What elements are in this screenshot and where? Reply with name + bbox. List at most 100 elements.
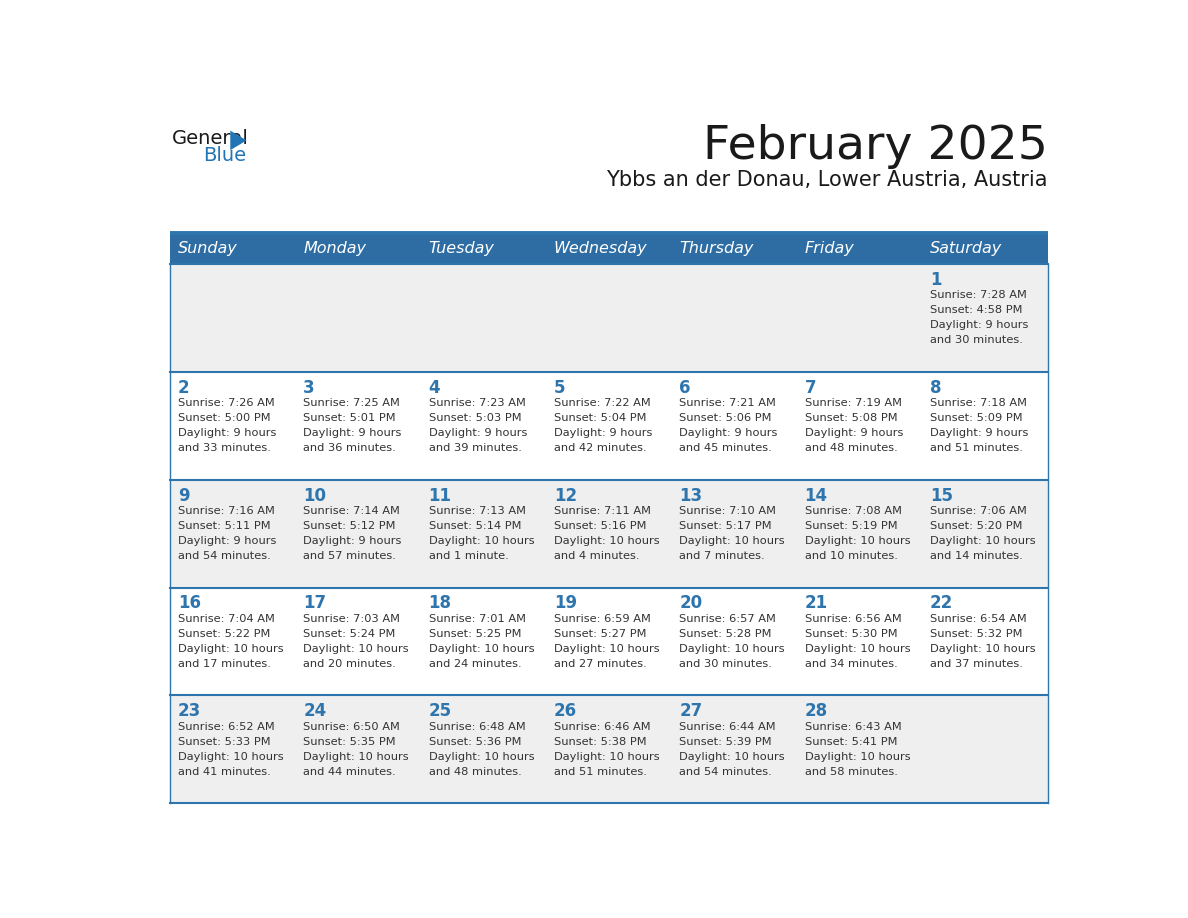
Text: 11: 11: [429, 487, 451, 505]
Text: Sunrise: 7:22 AM: Sunrise: 7:22 AM: [554, 398, 651, 409]
Text: Sunset: 5:03 PM: Sunset: 5:03 PM: [429, 413, 522, 423]
Text: Daylight: 10 hours: Daylight: 10 hours: [930, 644, 1036, 654]
Text: 21: 21: [804, 595, 828, 612]
Text: Daylight: 9 hours: Daylight: 9 hours: [554, 428, 652, 438]
Text: Sunset: 5:27 PM: Sunset: 5:27 PM: [554, 629, 646, 639]
Text: Sunset: 5:06 PM: Sunset: 5:06 PM: [680, 413, 772, 423]
Text: Sunset: 5:12 PM: Sunset: 5:12 PM: [303, 521, 396, 531]
Text: Daylight: 10 hours: Daylight: 10 hours: [554, 752, 659, 762]
Text: 20: 20: [680, 595, 702, 612]
Text: and 27 minutes.: and 27 minutes.: [554, 659, 646, 669]
Bar: [170, 480, 1048, 588]
Text: Sunset: 5:33 PM: Sunset: 5:33 PM: [178, 736, 271, 746]
Text: Daylight: 10 hours: Daylight: 10 hours: [680, 752, 785, 762]
Text: Sunset: 5:09 PM: Sunset: 5:09 PM: [930, 413, 1023, 423]
Text: Sunrise: 7:18 AM: Sunrise: 7:18 AM: [930, 398, 1026, 409]
Text: Daylight: 9 hours: Daylight: 9 hours: [303, 536, 402, 546]
Text: 13: 13: [680, 487, 702, 505]
Text: Sunset: 5:39 PM: Sunset: 5:39 PM: [680, 736, 772, 746]
Text: and 48 minutes.: and 48 minutes.: [429, 767, 522, 777]
Text: Wednesday: Wednesday: [554, 241, 647, 256]
Text: and 41 minutes.: and 41 minutes.: [178, 767, 271, 777]
Text: 19: 19: [554, 595, 577, 612]
Text: and 44 minutes.: and 44 minutes.: [303, 767, 396, 777]
Text: Sunday: Sunday: [178, 241, 238, 256]
Text: and 37 minutes.: and 37 minutes.: [930, 659, 1023, 669]
Text: Sunrise: 6:44 AM: Sunrise: 6:44 AM: [680, 722, 776, 732]
Text: Daylight: 10 hours: Daylight: 10 hours: [680, 644, 785, 654]
Text: Sunset: 5:04 PM: Sunset: 5:04 PM: [554, 413, 646, 423]
Text: Daylight: 9 hours: Daylight: 9 hours: [429, 428, 527, 438]
Text: and 7 minutes.: and 7 minutes.: [680, 551, 765, 561]
Text: and 4 minutes.: and 4 minutes.: [554, 551, 639, 561]
Text: 23: 23: [178, 702, 201, 721]
Text: 3: 3: [303, 379, 315, 397]
Text: Sunrise: 6:57 AM: Sunrise: 6:57 AM: [680, 614, 776, 623]
Text: and 54 minutes.: and 54 minutes.: [178, 551, 271, 561]
Text: Sunrise: 6:54 AM: Sunrise: 6:54 AM: [930, 614, 1026, 623]
Bar: [170, 695, 1048, 803]
Text: Sunrise: 7:06 AM: Sunrise: 7:06 AM: [930, 506, 1026, 516]
Text: Daylight: 10 hours: Daylight: 10 hours: [930, 536, 1036, 546]
Text: 25: 25: [429, 702, 451, 721]
Text: Sunset: 5:28 PM: Sunset: 5:28 PM: [680, 629, 772, 639]
Text: 10: 10: [303, 487, 327, 505]
Text: Sunrise: 7:13 AM: Sunrise: 7:13 AM: [429, 506, 525, 516]
Text: Daylight: 10 hours: Daylight: 10 hours: [680, 536, 785, 546]
Text: Sunset: 5:36 PM: Sunset: 5:36 PM: [429, 736, 522, 746]
Text: Sunset: 5:32 PM: Sunset: 5:32 PM: [930, 629, 1023, 639]
Text: Sunrise: 7:25 AM: Sunrise: 7:25 AM: [303, 398, 400, 409]
Text: Daylight: 10 hours: Daylight: 10 hours: [804, 752, 910, 762]
Polygon shape: [230, 130, 247, 151]
Text: 26: 26: [554, 702, 577, 721]
Text: Daylight: 10 hours: Daylight: 10 hours: [178, 644, 284, 654]
Text: Sunrise: 7:14 AM: Sunrise: 7:14 AM: [303, 506, 400, 516]
Text: 4: 4: [429, 379, 441, 397]
Text: Friday: Friday: [804, 241, 854, 256]
Text: and 20 minutes.: and 20 minutes.: [303, 659, 396, 669]
Text: 12: 12: [554, 487, 577, 505]
Text: Sunset: 5:38 PM: Sunset: 5:38 PM: [554, 736, 646, 746]
Text: 16: 16: [178, 595, 201, 612]
Text: Sunrise: 7:11 AM: Sunrise: 7:11 AM: [554, 506, 651, 516]
Text: 14: 14: [804, 487, 828, 505]
Text: Saturday: Saturday: [930, 241, 1003, 256]
Text: and 34 minutes.: and 34 minutes.: [804, 659, 897, 669]
Text: Daylight: 9 hours: Daylight: 9 hours: [680, 428, 778, 438]
Text: 15: 15: [930, 487, 953, 505]
Text: Sunrise: 7:21 AM: Sunrise: 7:21 AM: [680, 398, 776, 409]
Text: Sunset: 5:19 PM: Sunset: 5:19 PM: [804, 521, 897, 531]
Text: 18: 18: [429, 595, 451, 612]
Text: Sunset: 5:20 PM: Sunset: 5:20 PM: [930, 521, 1023, 531]
Text: Sunset: 5:14 PM: Sunset: 5:14 PM: [429, 521, 522, 531]
Text: and 30 minutes.: and 30 minutes.: [930, 335, 1023, 345]
Text: Sunset: 5:08 PM: Sunset: 5:08 PM: [804, 413, 897, 423]
Text: and 54 minutes.: and 54 minutes.: [680, 767, 772, 777]
Text: and 14 minutes.: and 14 minutes.: [930, 551, 1023, 561]
Text: General: General: [172, 129, 248, 149]
Text: Sunrise: 7:08 AM: Sunrise: 7:08 AM: [804, 506, 902, 516]
Text: and 17 minutes.: and 17 minutes.: [178, 659, 271, 669]
Text: Daylight: 10 hours: Daylight: 10 hours: [303, 752, 409, 762]
Text: Sunrise: 6:46 AM: Sunrise: 6:46 AM: [554, 722, 651, 732]
Text: and 58 minutes.: and 58 minutes.: [804, 767, 897, 777]
Text: Sunrise: 7:19 AM: Sunrise: 7:19 AM: [804, 398, 902, 409]
Text: and 42 minutes.: and 42 minutes.: [554, 443, 646, 453]
Text: Sunrise: 7:28 AM: Sunrise: 7:28 AM: [930, 290, 1026, 300]
Text: Sunset: 5:25 PM: Sunset: 5:25 PM: [429, 629, 522, 639]
Text: Tuesday: Tuesday: [429, 241, 494, 256]
Text: Sunrise: 7:01 AM: Sunrise: 7:01 AM: [429, 614, 525, 623]
Text: and 51 minutes.: and 51 minutes.: [930, 443, 1023, 453]
Bar: [170, 372, 1048, 480]
Text: Daylight: 10 hours: Daylight: 10 hours: [429, 752, 535, 762]
Text: Sunset: 5:24 PM: Sunset: 5:24 PM: [303, 629, 396, 639]
Text: 5: 5: [554, 379, 565, 397]
Text: and 39 minutes.: and 39 minutes.: [429, 443, 522, 453]
Text: and 30 minutes.: and 30 minutes.: [680, 659, 772, 669]
Text: Sunrise: 7:03 AM: Sunrise: 7:03 AM: [303, 614, 400, 623]
Text: Sunrise: 6:56 AM: Sunrise: 6:56 AM: [804, 614, 902, 623]
Text: Sunrise: 6:48 AM: Sunrise: 6:48 AM: [429, 722, 525, 732]
Text: 28: 28: [804, 702, 828, 721]
Text: Daylight: 9 hours: Daylight: 9 hours: [178, 536, 277, 546]
Text: Sunset: 5:17 PM: Sunset: 5:17 PM: [680, 521, 772, 531]
